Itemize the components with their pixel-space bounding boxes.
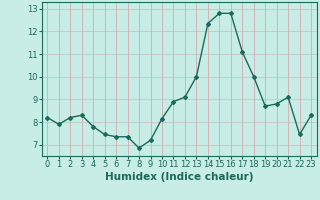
- X-axis label: Humidex (Indice chaleur): Humidex (Indice chaleur): [105, 172, 253, 182]
